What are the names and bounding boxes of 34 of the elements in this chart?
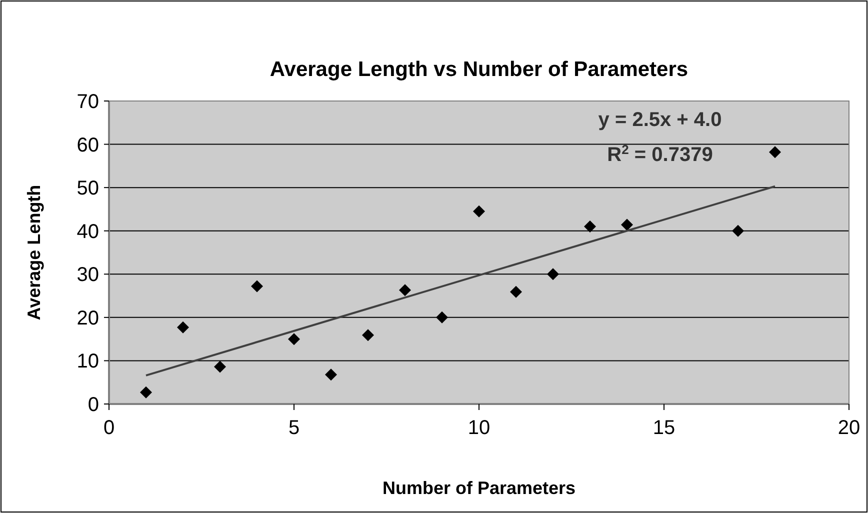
- point: [251, 280, 263, 292]
- y-tick-label: 0: [88, 394, 99, 416]
- point: [473, 205, 485, 218]
- y-tick-label: 10: [76, 350, 99, 373]
- point: [510, 286, 522, 298]
- point: [362, 329, 374, 342]
- x-axis-title: Number of Parameters: [382, 478, 576, 498]
- y-tick-label: 20: [76, 307, 99, 330]
- point: [621, 218, 633, 231]
- point: [769, 146, 781, 158]
- point: [288, 333, 300, 346]
- y-tick-label: 40: [76, 220, 99, 243]
- y-axis-title: Average Length: [24, 184, 44, 320]
- y-tick-label: 60: [76, 134, 99, 156]
- point: [436, 311, 448, 324]
- y-tick-label: 30: [76, 264, 99, 286]
- x-tick-label: 15: [652, 417, 676, 439]
- point: [584, 220, 596, 233]
- chart-title: Average Length vs Number of Parameters: [270, 58, 688, 81]
- point: [214, 360, 226, 373]
- x-tick-label: 5: [288, 417, 300, 439]
- annotation: R$^{2}$ = 0.7379: [607, 142, 713, 166]
- y-tick-label: 70: [76, 91, 99, 113]
- x-tick-label: 0: [103, 417, 115, 439]
- point: [325, 368, 337, 381]
- y-tick-label: 50: [76, 178, 99, 200]
- point: [399, 284, 411, 296]
- annotation: y = 2.5x + 4.0: [598, 109, 722, 131]
- point: [140, 386, 152, 398]
- point: [177, 321, 189, 334]
- point: [547, 268, 559, 280]
- point: [732, 224, 744, 237]
- x-tick-label: 20: [838, 417, 860, 439]
- x-tick-label: 10: [468, 417, 490, 439]
